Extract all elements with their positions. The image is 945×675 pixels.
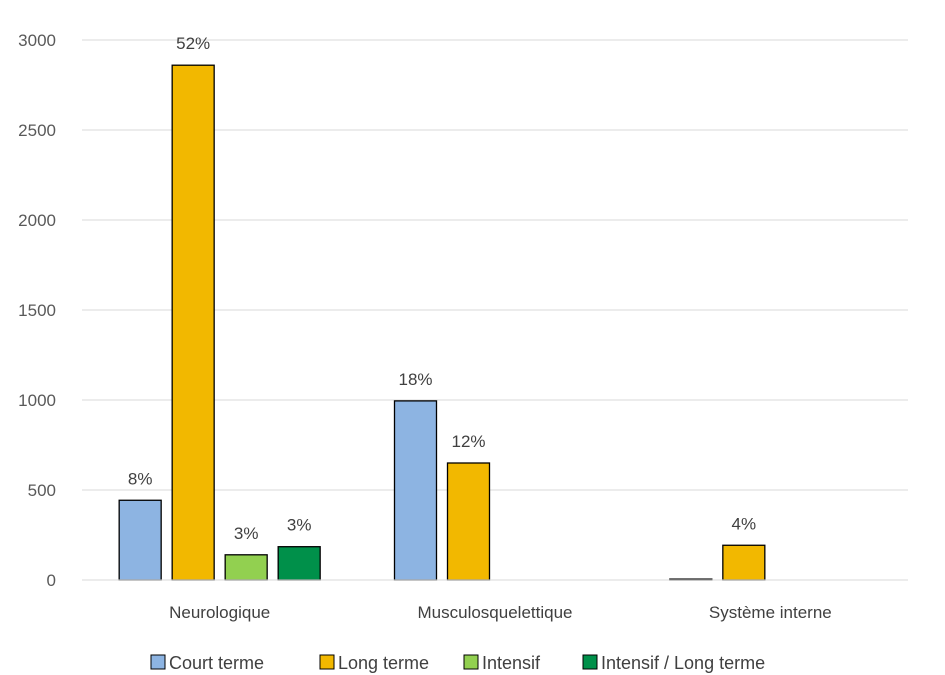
y-tick-label: 2000: [18, 211, 56, 230]
bar-neurologique-intensif: [224, 554, 268, 581]
legend-label: Intensif / Long terme: [601, 653, 765, 673]
data-label: 3%: [287, 516, 312, 535]
bar-neurologique-court-terme: [118, 499, 162, 581]
legend-swatch: [319, 654, 335, 670]
y-tick-label: 2500: [18, 121, 56, 140]
bar-syst-me-interne-long-terme: [722, 544, 766, 581]
legend-label: Intensif: [482, 653, 541, 673]
data-label: 3%: [234, 524, 259, 543]
category-label: Neurologique: [169, 603, 270, 622]
legend-label: Court terme: [169, 653, 264, 673]
legend-swatch: [582, 654, 598, 670]
bar-neurologique-long-terme: [171, 64, 215, 581]
data-label: 52%: [176, 34, 210, 53]
legend-label: Long terme: [338, 653, 429, 673]
bar-musculosquelettique-long-terme: [446, 462, 491, 581]
category-label: Musculosquelettique: [418, 603, 573, 622]
y-axis-ticks: 0 500 1000 1500 2000 2500 3000: [18, 31, 56, 590]
data-labels: 8% 52% 3% 3% 18% 12% 4%: [128, 34, 756, 543]
data-label: 12%: [451, 432, 485, 451]
category-label: Système interne: [709, 603, 832, 622]
bars: [118, 64, 766, 581]
data-label: 4%: [732, 514, 757, 533]
y-tick-label: 1000: [18, 391, 56, 410]
y-tick-label: 0: [47, 571, 56, 590]
y-tick-label: 500: [28, 481, 56, 500]
gridlines: [82, 39, 908, 491]
y-tick-label: 3000: [18, 31, 56, 50]
y-tick-label: 1500: [18, 301, 56, 320]
bar-neurologique-intensif-long-terme: [277, 546, 321, 581]
legend-swatch: [150, 654, 166, 670]
category-labels: Neurologique Musculosquelettique Système i…: [169, 603, 832, 622]
bar-musculosquelettique-court-terme: [393, 400, 438, 581]
data-label: 18%: [398, 370, 432, 389]
legend-swatch: [463, 654, 479, 670]
data-label: 8%: [128, 469, 153, 488]
legend: Court terme Long terme Intensif Intensif / …: [150, 653, 765, 673]
